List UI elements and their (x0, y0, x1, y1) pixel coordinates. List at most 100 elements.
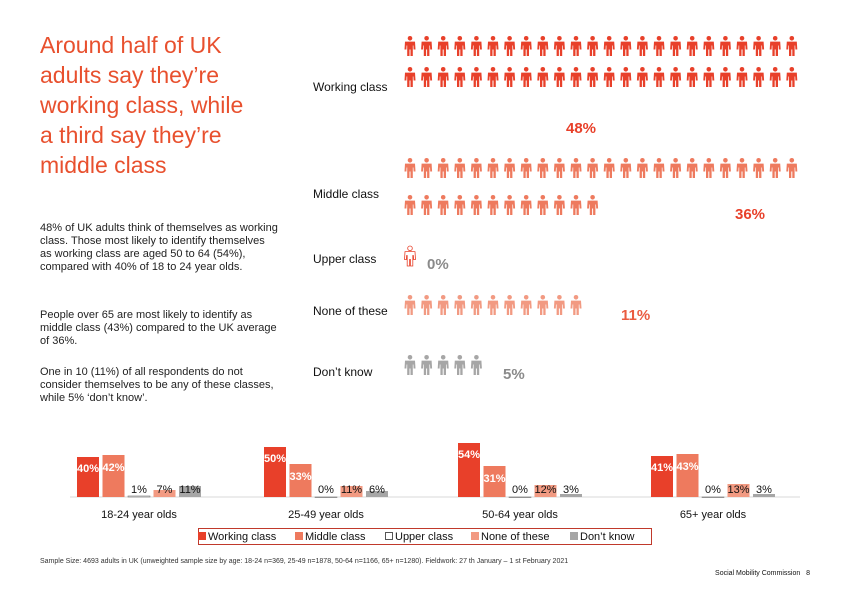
person-icon-middle-class (587, 158, 599, 178)
pictogram-label-dont-know: Don’t know (313, 365, 373, 379)
person-icon-middle-class (553, 195, 565, 215)
person-icon-working-class (736, 36, 748, 56)
person-icon-working-class (487, 67, 499, 87)
bar-working-class-4 (651, 456, 673, 497)
person-icon-working-class (786, 36, 798, 56)
legend-swatch-working-class (198, 532, 206, 540)
legend-label-middle-class: Middle class (305, 531, 366, 543)
bar-middle-class-1 (102, 455, 125, 497)
person-icon-middle-class (520, 195, 532, 215)
person-icon-working-class (470, 36, 482, 56)
legend-swatch-upper-class (385, 532, 393, 540)
person-icon-working-class (504, 36, 516, 56)
legend-label-working-class: Working class (208, 531, 277, 543)
person-icon-middle-class (703, 158, 715, 178)
bar-label-middle-class-4: 43% (676, 461, 698, 473)
person-icon-middle-class (421, 158, 433, 178)
legend-item-upper-class: Upper class (385, 531, 453, 543)
person-icon-working-class (703, 67, 715, 87)
category-label-2: 25-49 year olds (288, 509, 364, 521)
bar-label-none-of-these-3: 12% (534, 484, 556, 496)
person-icon-middle-class (570, 158, 582, 178)
bar-label-middle-class-3: 31% (483, 473, 505, 485)
person-icon-working-class (686, 36, 698, 56)
person-icon-working-class (487, 36, 499, 56)
person-icon-middle-class (753, 158, 765, 178)
person-icon-none-of-these (437, 295, 449, 315)
bar-label-upper-class-2: 0% (318, 484, 334, 496)
bar-label-dont-know-2: 6% (369, 484, 385, 496)
person-icon-working-class (686, 67, 698, 87)
bar-working-class-1 (77, 457, 99, 497)
page-number: 8 (806, 570, 810, 577)
person-icon-middle-class (636, 158, 648, 178)
sample-size-footnote: Sample Size: 4693 adults in UK (unweight… (40, 558, 569, 565)
person-icon-working-class (553, 36, 565, 56)
person-icon-middle-class (537, 195, 549, 215)
person-icon-working-class (454, 67, 466, 87)
brand-name: Social Mobility Commission (715, 570, 801, 577)
person-icon-none-of-these (421, 295, 433, 315)
person-icon-middle-class (504, 195, 516, 215)
person-icon-working-class (404, 36, 416, 56)
person-icon-working-class (636, 36, 648, 56)
legend-item-none-of-these: None of these (471, 531, 550, 543)
person-icon-dont-know (470, 355, 482, 375)
person-icon-working-class (670, 36, 682, 56)
pictogram-pct-middle-class: 36% (735, 206, 766, 223)
person-icon-none-of-these (470, 295, 482, 315)
bar-working-class-3 (458, 443, 480, 497)
legend-label-dont-know: Don’t know (580, 531, 635, 543)
bar-none-of-these-2 (340, 486, 363, 497)
person-icon-working-class (620, 67, 632, 87)
pictogram-pct-dont-know: 5% (503, 366, 525, 383)
pictogram-label-none-of-these: None of these (313, 304, 388, 318)
bar-label-upper-class-1: 1% (131, 484, 147, 496)
person-icon-middle-class (470, 195, 482, 215)
person-icon-working-class (520, 36, 532, 56)
summary-paragraph-none-dontknow: One in 10 (11%) of all respondents do no… (40, 366, 274, 404)
bar-label-working-class-4: 41% (651, 462, 673, 474)
person-icon-middle-class (670, 158, 682, 178)
bar-working-class-2 (264, 447, 286, 497)
person-icon-middle-class (437, 158, 449, 178)
category-label-4: 65+ year olds (680, 509, 747, 521)
legend-item-middle-class: Middle class (295, 531, 366, 543)
category-label-1: 18-24 year olds (101, 509, 177, 521)
person-icon-middle-class (421, 195, 433, 215)
person-icon-dont-know (454, 355, 466, 375)
person-icon-middle-class (603, 158, 615, 178)
person-icon-working-class (636, 67, 648, 87)
person-icon-working-class (719, 67, 731, 87)
person-icon-working-class (703, 36, 715, 56)
person-icon-working-class (570, 36, 582, 56)
person-icon-working-class (603, 36, 615, 56)
bar-upper-class-4 (701, 496, 725, 498)
person-icon-working-class (653, 67, 665, 87)
bar-dont-know-4 (753, 494, 775, 497)
bar-middle-class-3 (483, 466, 506, 497)
pictogram-pct-none-of-these: 11% (621, 307, 651, 324)
person-icon-working-class (553, 67, 565, 87)
person-icon-none-of-these (537, 295, 549, 315)
bar-label-none-of-these-2: 11% (341, 484, 362, 496)
bar-label-middle-class-2: 33% (289, 471, 311, 483)
person-icon-working-class (537, 36, 549, 56)
person-icon-working-class (504, 67, 516, 87)
person-icon-middle-class (404, 158, 416, 178)
person-icon-working-class (769, 36, 781, 56)
legend-label-upper-class: Upper class (395, 531, 454, 543)
pictogram-label-middle-class: Middle class (313, 187, 380, 201)
bar-label-upper-class-4: 0% (705, 484, 721, 496)
bar-label-working-class-3: 54% (458, 449, 480, 461)
person-icon-working-class (421, 36, 433, 56)
person-icon-none-of-these (520, 295, 532, 315)
legend-swatch-middle-class (295, 532, 303, 540)
bar-dont-know-3 (560, 494, 582, 497)
person-icon-working-class (454, 36, 466, 56)
person-icon-working-class (587, 36, 599, 56)
person-icon-middle-class (404, 195, 416, 215)
person-icon-middle-class (537, 158, 549, 178)
legend-label-none-of-these: None of these (481, 531, 550, 543)
person-icon-middle-class (719, 158, 731, 178)
